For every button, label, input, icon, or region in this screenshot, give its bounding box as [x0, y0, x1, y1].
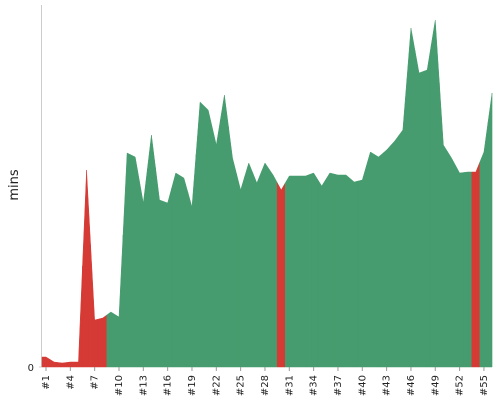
area-segment — [463, 171, 473, 368]
x-tick-label: #25 — [236, 375, 247, 396]
area-segment — [455, 165, 464, 368]
area-segment — [374, 152, 383, 368]
area-segment — [276, 182, 286, 368]
area-segment — [236, 173, 245, 368]
area-segment — [390, 134, 400, 368]
area-segment — [447, 150, 456, 368]
x-tick-label: #43 — [382, 375, 393, 396]
area-segment — [301, 174, 310, 368]
area-segment — [98, 314, 108, 368]
x-tick-label: #10 — [114, 375, 125, 396]
area-segment — [66, 361, 75, 368]
area-segment — [479, 122, 489, 368]
area-segment — [422, 44, 432, 368]
area-segment — [414, 50, 424, 368]
area-segment — [317, 178, 327, 368]
y-tick-label: 0 — [28, 363, 34, 374]
x-tick-label: #37 — [333, 375, 344, 396]
area-segment — [179, 175, 189, 368]
x-tick-label: #22 — [211, 375, 222, 396]
x-tick-label: #52 — [455, 375, 466, 396]
area-segment — [122, 152, 132, 368]
area-segment — [284, 175, 294, 368]
area-segment — [325, 172, 335, 368]
area-segment — [333, 173, 343, 368]
area-segment — [260, 162, 270, 368]
area-segment — [171, 172, 181, 368]
area-segment — [268, 168, 278, 368]
area-segment — [49, 359, 59, 368]
area-segment — [41, 356, 51, 368]
area-segment — [244, 162, 254, 368]
area-segment — [366, 151, 375, 368]
area-segment — [341, 174, 351, 368]
area-segment — [82, 169, 91, 368]
area-segment — [90, 244, 99, 368]
x-tick-label: #4 — [65, 375, 76, 390]
area-segment — [130, 154, 140, 368]
area-segment — [487, 92, 493, 368]
area-segment — [139, 168, 148, 368]
area-segment — [382, 144, 391, 368]
area-segment — [212, 119, 221, 368]
area-segment — [349, 177, 359, 368]
area-segment — [74, 265, 83, 368]
x-tick-label: #46 — [406, 375, 417, 396]
x-tick-label: #49 — [430, 375, 441, 396]
area-segment — [155, 167, 164, 368]
area-segment — [439, 82, 448, 368]
x-tick-label: #55 — [479, 375, 490, 396]
y-axis-label: mins — [7, 169, 22, 201]
area-segment — [187, 154, 197, 368]
area-segment — [195, 101, 205, 368]
x-tick-label: #13 — [138, 375, 149, 396]
area-segment — [114, 234, 124, 368]
area-segment — [147, 134, 156, 368]
area-segment — [406, 27, 416, 368]
area-segment — [220, 94, 229, 368]
area-segment — [430, 19, 440, 368]
area-segment — [252, 172, 262, 368]
area-segment — [357, 165, 367, 368]
area-segment — [293, 175, 302, 368]
area-segment — [106, 311, 116, 368]
area-segment — [398, 78, 408, 368]
x-tick-label: #31 — [284, 375, 295, 396]
x-tick-label: #34 — [309, 375, 320, 396]
x-tick-label: #28 — [260, 375, 271, 396]
x-tick-label: #19 — [187, 375, 198, 396]
x-tick-label: #1 — [41, 375, 52, 390]
area-segment — [471, 161, 481, 368]
area-segment — [309, 172, 318, 368]
x-tick-label: #40 — [357, 375, 368, 396]
area-segment — [57, 362, 67, 368]
area-segment — [228, 126, 237, 368]
area-segment — [163, 187, 172, 368]
x-tick-label: #16 — [163, 375, 174, 396]
area-segment — [203, 105, 213, 368]
x-tick-label: #7 — [90, 375, 101, 390]
